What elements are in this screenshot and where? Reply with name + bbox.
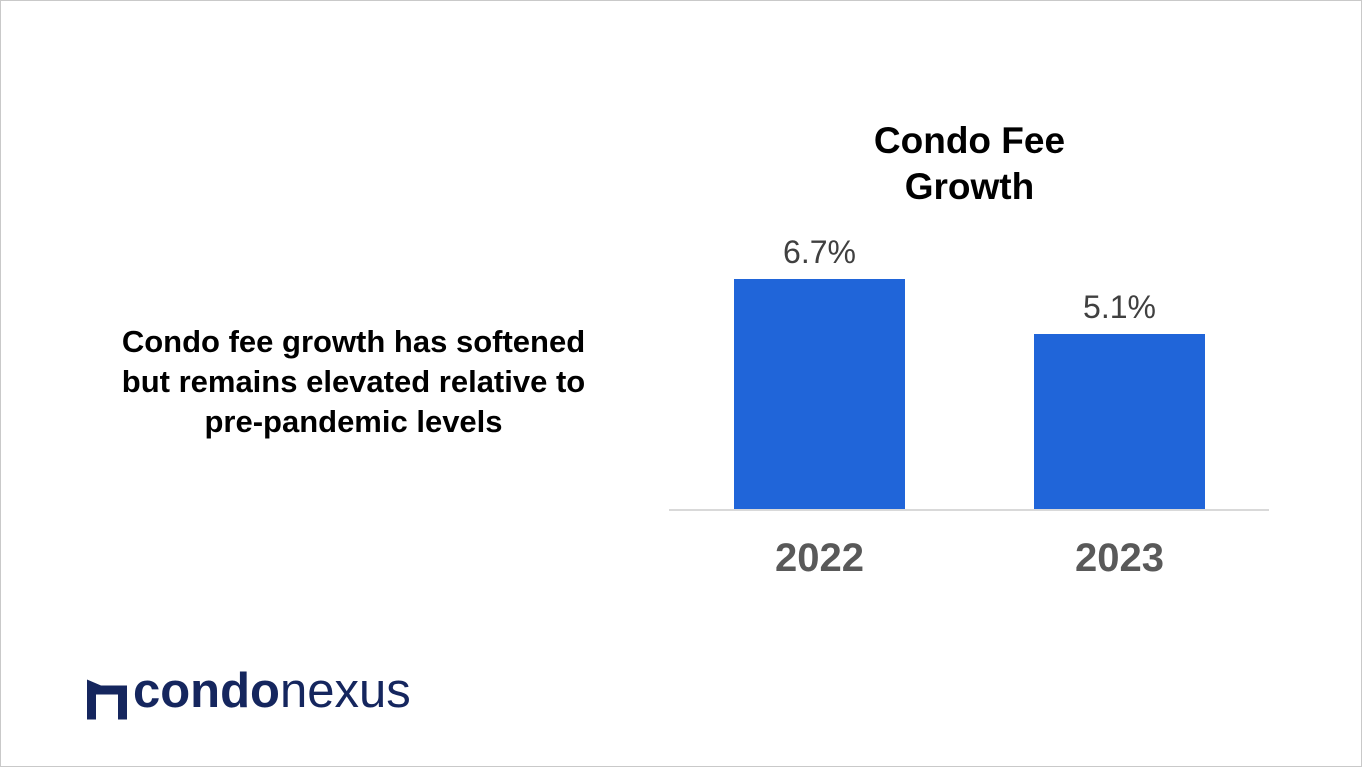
bar-group-2023: 5.1% bbox=[1034, 288, 1205, 509]
takeaway-line-3: pre-pandemic levels bbox=[204, 404, 503, 439]
bar-value-label-2022: 6.7% bbox=[783, 234, 856, 270]
condonexus-logo-text: condonexus bbox=[133, 667, 411, 716]
bar-group-2022: 6.7% bbox=[734, 233, 905, 509]
bar-2022 bbox=[734, 279, 905, 509]
chart-title-line-2: Growth bbox=[904, 166, 1035, 207]
logo-text-condo: condo bbox=[133, 664, 280, 718]
takeaway-line-1: Condo fee growth has softened bbox=[121, 324, 586, 359]
logo-text-nexus: nexus bbox=[279, 664, 411, 718]
x-axis-label-2023: 2023 bbox=[1075, 536, 1164, 580]
bar-value-label-2023: 5.1% bbox=[1083, 289, 1156, 325]
takeaway-line-2: but remains elevated relative to bbox=[121, 364, 586, 399]
condonexus-logo-mark-icon bbox=[87, 679, 127, 720]
takeaway-text: Condo fee growth has softened but remain… bbox=[86, 322, 621, 442]
bar-2023 bbox=[1034, 334, 1205, 509]
chart-title-line-1: Condo Fee bbox=[873, 120, 1066, 161]
x-axis-label-2022: 2022 bbox=[775, 536, 864, 580]
x-axis-line bbox=[669, 509, 1269, 511]
chart-title: Condo Fee Growth bbox=[769, 118, 1170, 210]
